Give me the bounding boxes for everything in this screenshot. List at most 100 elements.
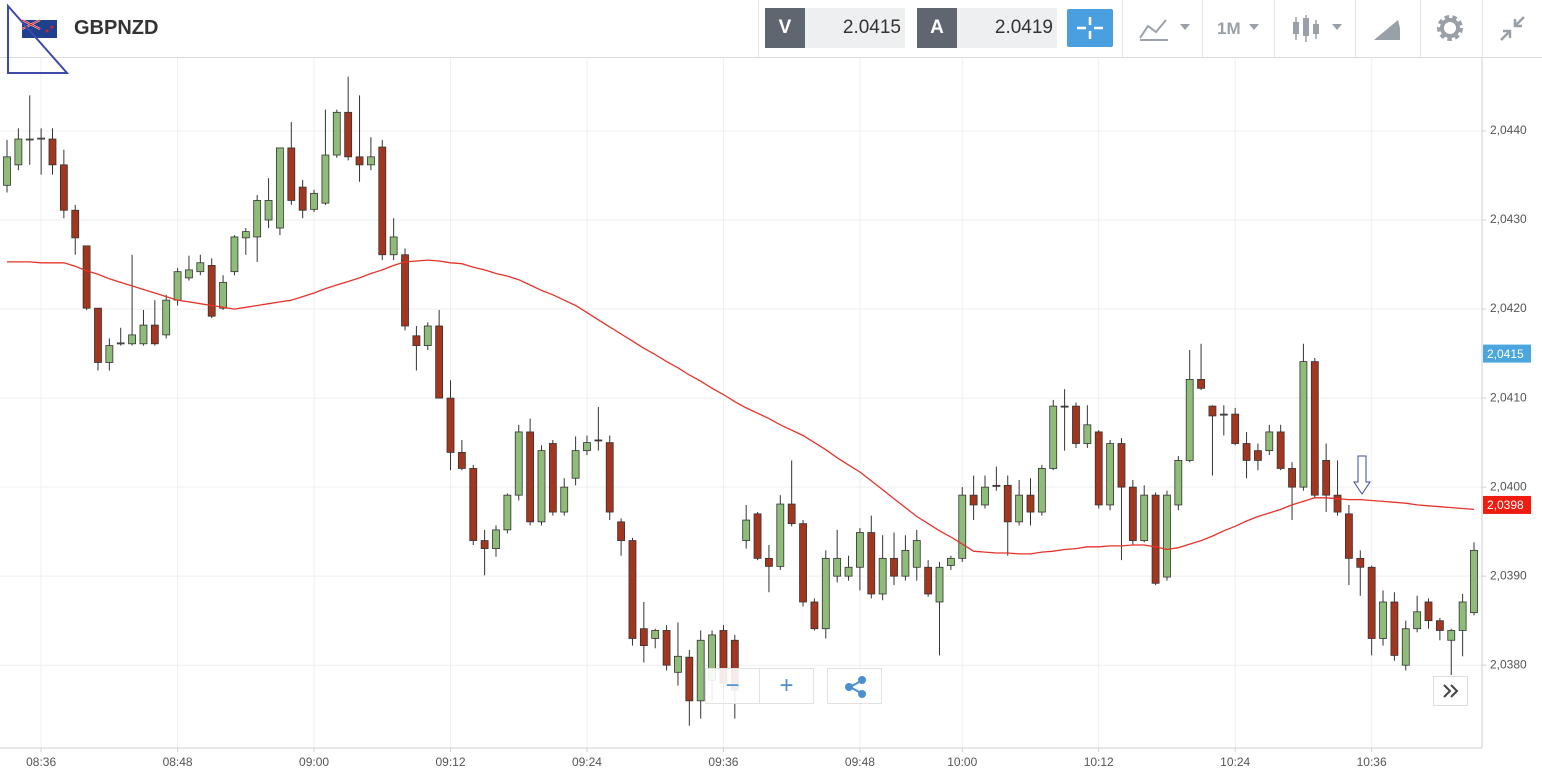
- candle-body: [776, 503, 785, 567]
- x-tick-label: 09:36: [708, 755, 738, 769]
- candle-body: [82, 245, 91, 309]
- scroll-end-button[interactable]: [1433, 676, 1468, 706]
- candle-body: [1049, 405, 1058, 469]
- y-tick-label: 2,0430: [1490, 212, 1527, 226]
- candle-body: [662, 630, 671, 666]
- moving-average-line: [7, 259, 1475, 555]
- candle-body: [605, 442, 614, 513]
- y-tick-label: 2,0420: [1490, 301, 1527, 315]
- icon: [858, 690, 866, 698]
- bid-label[interactable]: V: [765, 8, 805, 48]
- candle-body: [651, 630, 660, 639]
- x-tick-label: 08:36: [26, 755, 56, 769]
- candle-body: [1117, 443, 1126, 488]
- collapse-button[interactable]: [1498, 14, 1528, 44]
- chart-type-button[interactable]: [1136, 14, 1196, 44]
- bid-value[interactable]: 2.0415: [805, 8, 905, 48]
- period-button[interactable]: 1M: [1217, 19, 1241, 38]
- candle-body: [969, 494, 978, 506]
- candle-body: [1015, 494, 1024, 523]
- candle-body: [958, 494, 967, 559]
- candle-body: [1310, 361, 1319, 496]
- y-tick-label: 2,0390: [1490, 568, 1527, 582]
- candle-body: [1242, 443, 1251, 461]
- candle-body: [1379, 601, 1387, 639]
- candle-body: [924, 566, 933, 595]
- candle-body: [867, 532, 876, 595]
- candle-body: [469, 468, 478, 541]
- candle-body: [1413, 611, 1422, 630]
- share-button[interactable]: [827, 668, 882, 704]
- separator: [1274, 0, 1275, 57]
- candle-body: [526, 431, 535, 523]
- candle-body: [674, 655, 682, 673]
- candle-body: [37, 137, 46, 140]
- candle-body: [639, 628, 648, 647]
- separator: [1122, 0, 1123, 57]
- candle-body: [1265, 431, 1274, 452]
- candle-body: [935, 566, 944, 603]
- candle-type-button[interactable]: [1290, 14, 1350, 44]
- candle-body: [1276, 431, 1285, 469]
- candle-body: [844, 566, 853, 577]
- candle-body: [878, 557, 887, 595]
- candle-body: [1026, 494, 1035, 513]
- candle-body: [1356, 557, 1365, 568]
- corner-triangle: [7, 3, 70, 74]
- candle-body: [401, 254, 409, 327]
- candle-body: [810, 601, 819, 630]
- candle-body: [1447, 630, 1456, 641]
- y-tick-label: 2,0440: [1490, 123, 1527, 137]
- candle-body: [207, 265, 216, 317]
- candle-body: [1208, 405, 1217, 417]
- candle-body: [355, 156, 364, 166]
- flag-star: [50, 25, 54, 29]
- candle-body: [1106, 443, 1114, 506]
- zoom-out-button[interactable]: −: [705, 668, 760, 704]
- y-tick-label: 2,0410: [1490, 390, 1527, 404]
- button-bg: [1067, 9, 1113, 47]
- candle-body: [1037, 468, 1046, 513]
- candle-body: [1470, 549, 1478, 614]
- candle-body: [1163, 494, 1171, 578]
- candle-body: [1345, 513, 1353, 559]
- x-tick-label: 10:00: [947, 755, 977, 769]
- candle-body: [128, 334, 136, 345]
- ask-label[interactable]: A: [917, 8, 957, 48]
- crosshair-button[interactable]: [1067, 9, 1113, 47]
- candle-body: [105, 345, 114, 363]
- candle-body: [310, 192, 318, 210]
- draw-button[interactable]: [1372, 14, 1402, 44]
- candle-body: [981, 486, 989, 506]
- candle-body: [799, 523, 807, 603]
- candle-body: [890, 557, 898, 577]
- dropdown-caret: [1332, 24, 1342, 30]
- price-badge-label: 2,0415: [1487, 347, 1524, 361]
- settings-button[interactable]: [1435, 13, 1465, 43]
- candle-body: [287, 147, 296, 201]
- candle-body: [435, 325, 444, 399]
- candle-body: [1254, 450, 1262, 461]
- price-badge: [1483, 344, 1531, 363]
- candle-body: [912, 540, 921, 568]
- x-tick-label: 09:24: [572, 755, 602, 769]
- icon: [1440, 18, 1460, 38]
- icon: [1374, 20, 1400, 40]
- zoom-in-button[interactable]: +: [759, 668, 814, 704]
- candle-body: [1185, 379, 1194, 461]
- separator: [758, 0, 759, 57]
- x-tick-label: 10:24: [1220, 755, 1250, 769]
- candle-body: [230, 236, 239, 273]
- candle-body: [150, 324, 159, 345]
- x-tick-label: 09:48: [845, 755, 875, 769]
- ask-value[interactable]: 2.0419: [957, 8, 1057, 48]
- candle-body: [1072, 405, 1080, 444]
- button-bg: [1433, 676, 1468, 706]
- candle-body: [765, 557, 773, 567]
- candle-body: [1288, 468, 1296, 488]
- candle-body: [821, 557, 830, 630]
- x-tick-label: 10:36: [1357, 755, 1387, 769]
- candle-body: [1390, 601, 1399, 656]
- candle-body: [833, 557, 842, 577]
